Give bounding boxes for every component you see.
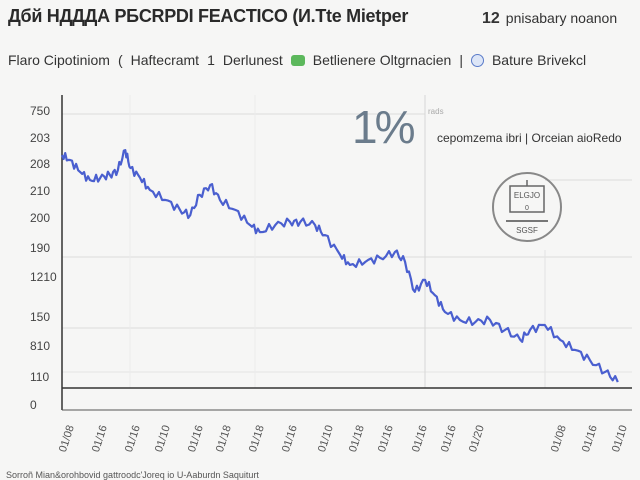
y-tick-label: 750 xyxy=(30,104,51,118)
green-swatch-icon xyxy=(290,54,305,66)
legend-item-4: Betlienere Oltgrnacien xyxy=(312,52,452,68)
y-tick-label: 208 xyxy=(30,157,51,171)
legend-item-5: Bature Brivekcl xyxy=(491,52,587,68)
source-note: Sorroñ Mian&orohbovid gattroodc'Joreq io… xyxy=(6,470,259,480)
legend-separator: ( xyxy=(117,52,123,68)
seal-bottom-text: SGSF xyxy=(516,226,538,235)
header-right-info: 12 pnisabary noanon xyxy=(482,10,617,28)
legend-item-2: Haftecramt xyxy=(130,52,200,68)
y-tick-label: 0 xyxy=(30,398,37,412)
callout-description: cepomzema ibri | Orceian aioRedo xyxy=(437,131,622,145)
legend: Flaro Cipotiniom ( Haftecramt 1 Derlunes… xyxy=(8,52,586,68)
header-right-text: pnisabary noanon xyxy=(505,10,618,26)
seal-icon xyxy=(492,172,562,242)
chart-title: Дбй НДДДА PБCRPDI FEACTICO (И.Tte Mietpe… xyxy=(8,6,409,26)
legend-separator: | xyxy=(459,52,463,68)
seal-top-text: ELGJO xyxy=(514,191,540,200)
y-tick-label: 200 xyxy=(30,211,51,225)
y-tick-label: 190 xyxy=(30,241,51,255)
y-tick-label: 1210 xyxy=(30,270,57,284)
seal-mid-text: 0 xyxy=(525,205,529,212)
legend-item-1: Flaro Cipotiniom xyxy=(8,52,110,68)
y-tick-label: 810 xyxy=(30,339,51,353)
callout-value: 1% xyxy=(352,101,416,153)
header-right-number: 12 xyxy=(482,10,500,27)
y-tick-label: 110 xyxy=(30,370,50,384)
legend-separator: 1 xyxy=(207,52,215,68)
y-tick-label: 150 xyxy=(30,310,51,324)
callout-unit: rads xyxy=(428,107,444,116)
blue-circle-icon xyxy=(470,53,484,67)
y-tick-label: 203 xyxy=(30,131,51,145)
legend-item-3: Derlunest xyxy=(222,52,283,68)
series-line xyxy=(60,149,619,383)
y-tick-label: 210 xyxy=(30,184,51,198)
